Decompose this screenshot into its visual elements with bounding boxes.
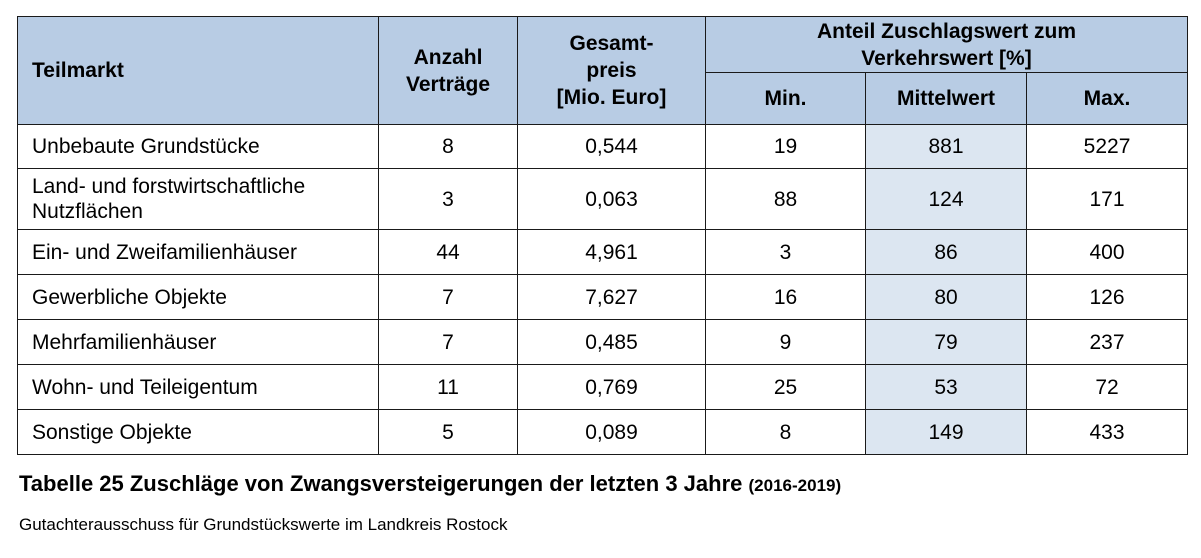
cell-teilmarkt: Gewerbliche Objekte (17, 274, 379, 320)
table-caption: Tabelle 25 Zuschläge von Zwangsversteige… (19, 470, 841, 500)
cell-min: 16 (705, 274, 866, 320)
cell-anzahl: 8 (378, 124, 518, 169)
table-row: Sonstige Objekte 5 0,089 8 149 433 (17, 409, 1189, 455)
cell-max: 400 (1025, 229, 1189, 275)
table-row: Gewerbliche Objekte 7 7,627 16 80 126 (17, 274, 1189, 320)
cell-min: 3 (705, 229, 866, 275)
header-anzahl-line1: Anzahl (413, 45, 483, 69)
table-row: Wohn- und Teileigentum 11 0,769 25 53 72 (17, 364, 1189, 410)
table-row: Unbebaute Grundstücke 8 0,544 19 881 522… (17, 124, 1189, 169)
cell-teilmarkt: Mehrfamilienhäuser (17, 319, 379, 365)
cell-teilmarkt: Land- und forstwirtschaftliche Nutzfläch… (17, 168, 379, 230)
cell-anzahl: 7 (378, 274, 518, 320)
header-gesamt-line1: Gesamt- (569, 32, 654, 55)
cell-max: 433 (1025, 409, 1189, 455)
cell-anzahl: 44 (378, 229, 518, 275)
caption-years: (2016-2019) (748, 476, 842, 495)
header-anzahl-line2: Verträge (405, 72, 491, 96)
source-note: Gutachterausschuss für Grundstückswerte … (19, 515, 508, 534)
cell-mittelwert: 86 (865, 229, 1027, 275)
cell-mittelwert: 149 (865, 409, 1027, 455)
cell-teilmarkt: Unbebaute Grundstücke (17, 124, 379, 169)
cell-mittelwert: 124 (865, 168, 1027, 230)
cell-teilmarkt: Wohn- und Teileigentum (17, 364, 379, 410)
cell-gesamtpreis: 0,769 (517, 364, 706, 410)
cell-min: 19 (705, 124, 866, 169)
cell-min: 88 (705, 168, 866, 230)
table-row: Land- und forstwirtschaftliche Nutzfläch… (17, 168, 1189, 230)
cell-mittelwert: 53 (865, 364, 1027, 410)
cell-anzahl: 5 (378, 409, 518, 455)
header-gesamtpreis: Gesamt- preis [Mio. Euro] (517, 16, 706, 125)
table-row: Mehrfamilienhäuser 7 0,485 9 79 237 (17, 319, 1189, 365)
header-max: Max. (1025, 72, 1189, 125)
cell-gesamtpreis: 0,063 (517, 168, 706, 230)
header-anteil: Anteil Zuschlagswert zum Verkehrswert [%… (704, 16, 1189, 73)
cell-gesamtpreis: 0,089 (517, 409, 706, 455)
cell-anzahl: 7 (378, 319, 518, 365)
cell-teilmarkt: Sonstige Objekte (17, 409, 379, 455)
header-anteil-line2: Verkehrswert [%] (861, 46, 1032, 70)
cell-mittelwert: 79 (865, 319, 1027, 365)
cell-max: 171 (1025, 168, 1189, 230)
cell-gesamtpreis: 0,485 (517, 319, 706, 365)
data-table: Teilmarkt Anzahl Verträge Gesamt- preis … (17, 16, 1189, 455)
cell-min: 8 (705, 409, 866, 455)
header-min: Min. (705, 72, 866, 125)
caption-title: Tabelle 25 Zuschläge von Zwangsversteige… (19, 471, 743, 496)
cell-mittelwert: 881 (865, 124, 1027, 169)
cell-gesamtpreis: 4,961 (517, 229, 706, 275)
cell-max: 126 (1025, 274, 1189, 320)
header-gesamt-line2: preis (586, 59, 637, 82)
cell-max: 72 (1025, 364, 1189, 410)
cell-max: 5227 (1025, 124, 1189, 169)
header-row-top: Teilmarkt Anzahl Verträge Gesamt- preis … (17, 16, 1189, 125)
header-anzahl: Anzahl Verträge (378, 16, 518, 125)
cell-teilmarkt: Ein- und Zweifamilienhäuser (17, 229, 379, 275)
cell-gesamtpreis: 7,627 (517, 274, 706, 320)
header-row-sub: Min. Mittelwert Max. (18, 72, 1189, 125)
cell-max: 237 (1025, 319, 1189, 365)
cell-anzahl: 3 (378, 168, 518, 230)
cell-anzahl: 11 (378, 364, 518, 410)
header-teilmarkt: Teilmarkt (17, 16, 379, 125)
cell-gesamtpreis: 0,544 (517, 124, 706, 169)
header-anteil-line1: Anteil Zuschlagswert zum (816, 19, 1077, 43)
header-gesamt-line3: [Mio. Euro] (556, 86, 667, 109)
table-row: Ein- und Zweifamilienhäuser 44 4,961 3 8… (17, 229, 1189, 275)
cell-mittelwert: 80 (865, 274, 1027, 320)
header-mittelwert: Mittelwert (865, 72, 1027, 125)
cell-min: 25 (705, 364, 866, 410)
cell-min: 9 (705, 319, 866, 365)
